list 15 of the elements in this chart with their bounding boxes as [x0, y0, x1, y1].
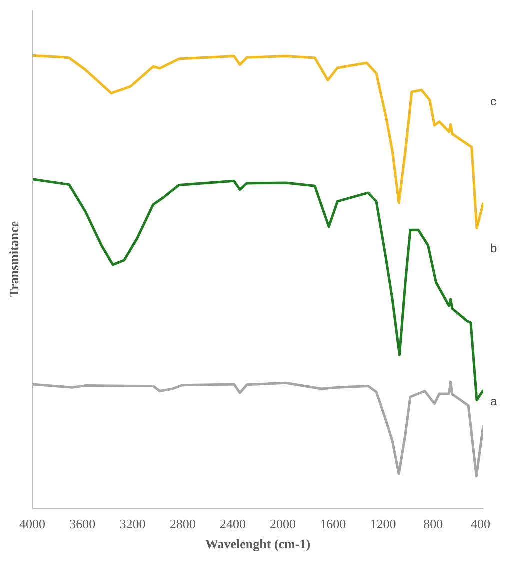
x-tick-label: 4000 [20, 516, 46, 532]
y-axis-title: Transmitance [6, 221, 22, 298]
series-label: a [490, 394, 498, 409]
text: b [490, 242, 498, 256]
x-tick-label: 2400 [220, 516, 246, 532]
x-tick-label: 2800 [170, 516, 196, 532]
x-tick-label: 400 [471, 516, 490, 532]
text: c [490, 94, 496, 109]
x-tick-label: 800 [424, 516, 444, 532]
x-tick-label: 3600 [70, 516, 96, 532]
x-tick-label: 3200 [120, 516, 146, 532]
x-tick-label: 1200 [370, 516, 396, 532]
x-tick-label: 2000 [270, 516, 296, 532]
x-tick-label: 1600 [320, 516, 346, 532]
x-axis-title: Wavelenght (cm-1) [205, 536, 311, 552]
